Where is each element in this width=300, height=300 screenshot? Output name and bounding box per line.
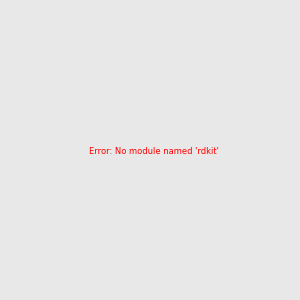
Text: Error: No module named 'rdkit': Error: No module named 'rdkit' (89, 147, 219, 156)
